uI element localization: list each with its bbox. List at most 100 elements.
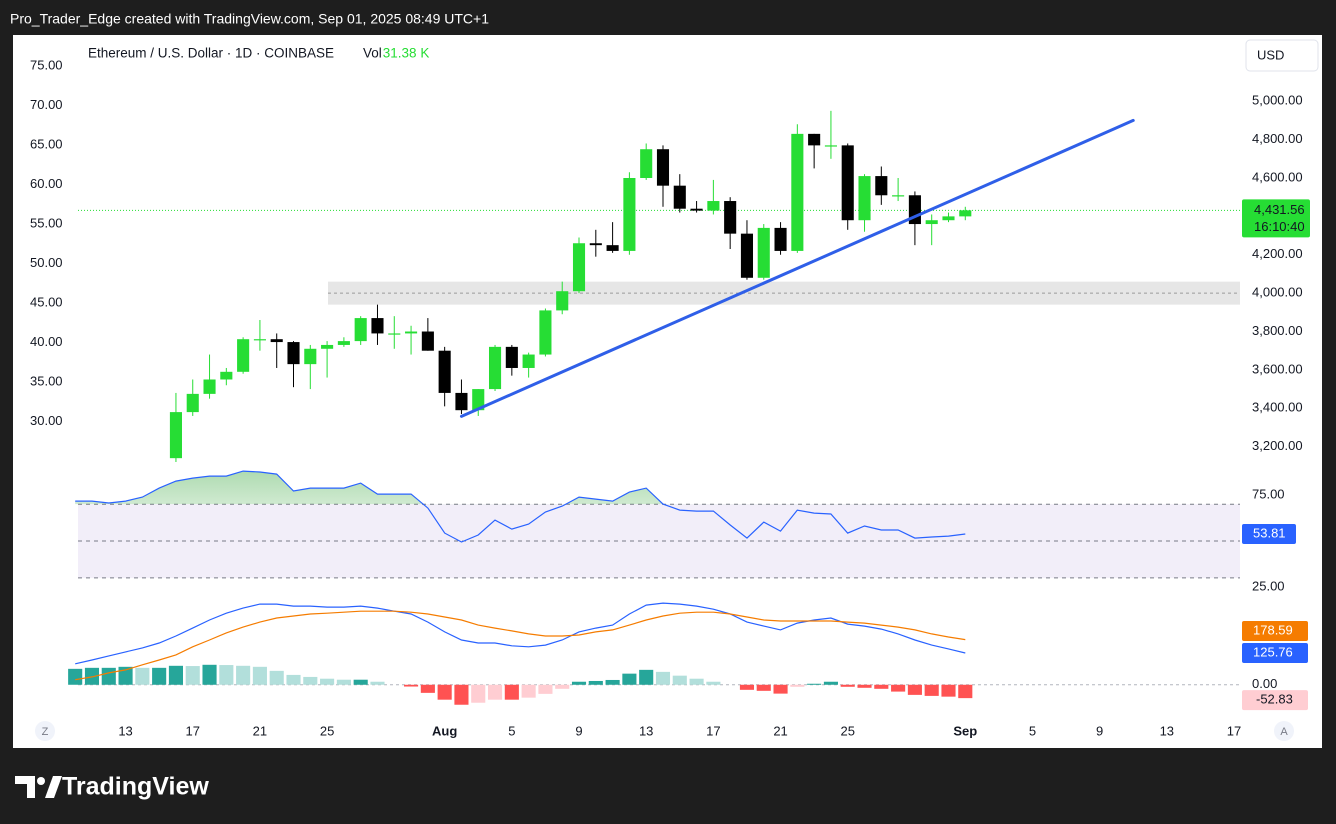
candle-body [539,310,552,355]
candle-body [522,354,535,368]
candle-body [371,318,384,334]
candle-body [740,233,754,278]
candle-body [875,176,888,196]
rsi-value-label: 53.81 [1253,525,1286,540]
volume-value: 31.38 K [383,46,430,61]
macd-histogram-bar [924,684,939,696]
left-tick-label: 50.00 [30,255,63,270]
candle-body [270,339,283,343]
rsi-pane [75,470,1240,579]
trendline [459,118,1135,418]
macd-histogram-bar [135,667,150,685]
macd-value-box [1242,620,1308,641]
x-tick-label: 13 [118,723,132,738]
left-button-label[interactable]: Z [42,726,49,738]
macd-histogram-bar [68,668,83,685]
attribution: Pro_Trader_Edge created with TradingView… [10,11,489,27]
macd-histogram-bar [420,684,435,693]
candle-body [824,145,837,147]
x-tick-label: 13 [1160,723,1174,738]
macd-histogram-bar [437,684,452,700]
macd-histogram-bar [152,667,167,685]
left-tick-label: 75.00 [30,57,63,72]
macd-histogram-bar [857,684,872,688]
macd-value-label: 125.76 [1253,644,1293,659]
candle-body [304,348,317,365]
candle-body [572,243,586,292]
right-button[interactable] [1274,721,1294,741]
macd-value-label: 178.59 [1253,622,1293,637]
candle-body [455,392,468,411]
candle-body [623,178,636,251]
candle-body [942,216,955,221]
x-tick-label: 21 [773,723,787,738]
x-tick-label: 21 [253,723,267,738]
x-tick-label: 9 [575,723,582,738]
candle-body [253,339,266,341]
macd-value-box [1242,642,1308,663]
candle-body [337,341,350,345]
macd-histogram-bar [790,684,805,687]
macd-histogram-bar [907,684,922,695]
macd-histogram-bar [353,679,368,685]
candle-body [421,331,434,351]
candle-body [892,195,905,197]
x-tick-label: 17 [186,723,200,738]
price-tick-label: 3,200.00 [1252,438,1303,453]
x-tick-label: 25 [320,723,334,738]
currency-button[interactable] [1245,39,1319,72]
macd-histogram-bar [941,684,956,697]
right-button-label[interactable]: A [1280,726,1288,738]
macd-histogram-bar [404,684,419,687]
candle-body [287,342,300,365]
macd-histogram-bar [538,684,553,694]
macd-histogram-bar [219,665,234,685]
macd-histogram-bar [555,684,570,689]
macd-histogram-bar [471,684,486,703]
candle-body [237,339,250,372]
candle-body [724,201,737,234]
price-tick-label: 3,800.00 [1252,323,1303,338]
candle-body [774,227,787,251]
macd-histogram-bar [236,665,251,685]
candle-body [438,350,451,393]
macd-histogram-bar [202,664,217,685]
left-tick-label: 70.00 [30,97,63,112]
macd-histogram-bar [739,684,755,690]
candle-body [321,344,334,349]
left-tick-label: 40.00 [30,334,63,349]
candle-body [640,149,653,178]
price-tick-label: 4,200.00 [1252,246,1303,261]
candle-body [925,220,938,225]
left-button[interactable] [35,721,55,741]
macd-histogram-bar [286,674,301,685]
x-tick-label: 17 [1227,723,1241,738]
candle-body [488,346,502,390]
macd-histogram-bar [756,684,771,691]
macd-histogram-bar [370,681,385,685]
candle-body [656,149,670,186]
candle-body [757,227,770,278]
candle-body [673,185,686,209]
left-tick-label: 30.00 [30,413,63,428]
macd-histogram-bar [807,683,822,685]
price-tick-label: 5,000.00 [1252,93,1303,108]
macd-histogram-bar [605,679,620,685]
candle-body [472,389,485,411]
currency-label[interactable]: USD [1257,47,1284,62]
macd-histogram-bar [639,669,654,685]
rsi-tick-label: 25.00 [1252,578,1285,593]
macd-histogram-bar [588,680,603,685]
candle-body [791,133,804,251]
candle-body [606,245,619,251]
macd-histogram-bar [504,684,519,700]
macd-histogram-bar [840,684,855,687]
candle-body [707,201,720,211]
left-tick-label: 65.00 [30,137,63,152]
candle-body [186,393,199,413]
last-price-label: 4,431.56 [1254,202,1305,217]
macd-histogram-bar [874,684,889,689]
histogram-value-label: -52.83 [1256,692,1293,707]
candle-body [690,208,703,211]
